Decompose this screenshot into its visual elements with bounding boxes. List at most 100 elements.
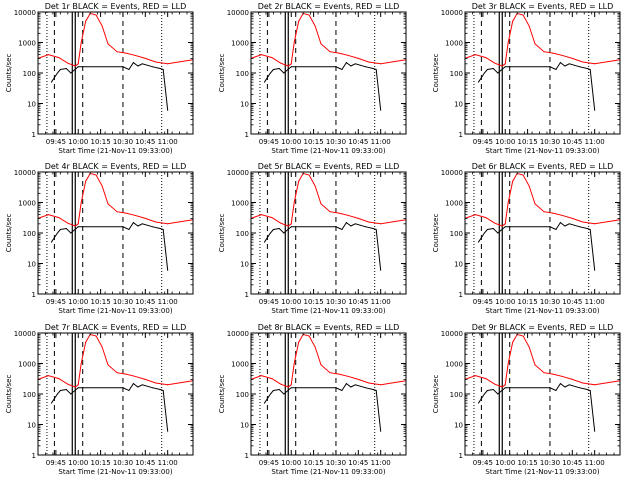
data-point-lld bbox=[80, 202, 82, 203]
data-point-events bbox=[272, 69, 274, 71]
panel-title: Det 1r BLACK = Events, RED = LLD bbox=[45, 2, 187, 11]
data-point-events bbox=[278, 389, 280, 391]
data-point-lld bbox=[80, 42, 82, 43]
data-point-events bbox=[132, 383, 134, 385]
data-point-events bbox=[159, 228, 161, 230]
y-tick-label: 1 bbox=[459, 452, 463, 460]
x-tick-label: 09:45 bbox=[259, 298, 279, 306]
data-point-lld bbox=[552, 212, 554, 214]
data-point-lld bbox=[320, 43, 322, 45]
panel-det-6: Det 6r BLACK = Events, RED = LLD 1 10 100 10… bbox=[432, 162, 621, 315]
data-point-lld bbox=[293, 42, 295, 43]
y-tick-label: 10 bbox=[454, 261, 463, 269]
data-point-events bbox=[549, 226, 551, 228]
x-tick-label: 10:30 bbox=[540, 298, 560, 306]
x-axis-label: Start Time (21-Nov-11 09:33:00) bbox=[485, 468, 599, 476]
data-point-lld bbox=[95, 335, 97, 337]
data-point-events bbox=[380, 269, 382, 271]
data-point-lld bbox=[260, 214, 262, 216]
data-point-events bbox=[380, 109, 382, 111]
x-tick-label: 10:45 bbox=[348, 298, 368, 306]
data-point-lld bbox=[528, 185, 530, 187]
data-point-lld bbox=[395, 220, 397, 222]
data-point-lld bbox=[552, 373, 554, 375]
series-line-events bbox=[477, 61, 596, 111]
data-point-lld bbox=[77, 223, 79, 225]
data-point-lld bbox=[134, 375, 136, 377]
x-tick-label: 11:00 bbox=[371, 298, 391, 306]
data-point-events bbox=[50, 402, 52, 404]
data-point-events bbox=[589, 69, 591, 71]
data-point-events bbox=[50, 81, 52, 83]
data-point-lld bbox=[561, 54, 563, 56]
data-point-lld bbox=[74, 225, 76, 227]
data-point-events bbox=[283, 393, 285, 395]
y-axis-label: Counts/sec bbox=[218, 54, 226, 93]
data-point-events bbox=[70, 393, 72, 395]
data-point-events bbox=[335, 66, 337, 68]
data-point-events bbox=[290, 387, 292, 389]
x-tick-label: 10:00 bbox=[495, 298, 515, 306]
data-point-events bbox=[559, 222, 561, 224]
data-point-lld bbox=[561, 375, 563, 377]
x-axis-label: Start Time (21-Nov-11 09:33:00) bbox=[485, 147, 599, 155]
data-point-lld bbox=[280, 383, 282, 385]
x-axis-label: Start Time (21-Nov-11 09:33:00) bbox=[271, 307, 385, 315]
series-line-lld bbox=[250, 333, 407, 388]
x-tick-label: 10:30 bbox=[113, 298, 133, 306]
data-point-lld bbox=[485, 57, 487, 59]
x-tick-label: 09:45 bbox=[473, 298, 493, 306]
y-tick-label: 1000 bbox=[231, 40, 249, 48]
data-point-events bbox=[56, 393, 58, 395]
data-point-events bbox=[483, 232, 485, 234]
y-tick-label: 10000 bbox=[441, 330, 463, 338]
panel-title: Det 2r BLACK = Events, RED = LLD bbox=[258, 2, 400, 11]
data-point-lld bbox=[543, 51, 545, 53]
y-tick-label: 10000 bbox=[441, 169, 463, 177]
x-tick-label: 10:45 bbox=[135, 138, 155, 146]
data-point-lld bbox=[107, 364, 109, 366]
x-tick-label: 10:45 bbox=[348, 138, 368, 146]
data-point-events bbox=[486, 390, 488, 392]
x-tick-label: 09:45 bbox=[259, 138, 279, 146]
data-point-events bbox=[483, 72, 485, 74]
x-tick-label: 10:15 bbox=[518, 459, 538, 467]
data-point-events bbox=[128, 390, 130, 392]
data-point-events bbox=[77, 66, 79, 68]
data-point-lld bbox=[67, 222, 69, 224]
x-tick-label: 10:45 bbox=[135, 459, 155, 467]
data-point-events bbox=[59, 69, 61, 71]
x-tick-label: 09:45 bbox=[259, 459, 279, 467]
data-point-events bbox=[122, 226, 124, 228]
data-point-lld bbox=[329, 211, 331, 213]
data-point-lld bbox=[182, 220, 184, 222]
data-point-lld bbox=[609, 220, 611, 222]
data-point-lld bbox=[594, 384, 596, 386]
data-point-lld bbox=[134, 214, 136, 216]
x-tick-label: 10:15 bbox=[91, 138, 111, 146]
y-tick-label: 100 bbox=[23, 391, 36, 399]
data-point-events bbox=[141, 223, 143, 225]
data-point-lld bbox=[561, 214, 563, 216]
x-axis-label: Start Time (21-Nov-11 09:33:00) bbox=[271, 468, 385, 476]
x-tick-label: 10:30 bbox=[326, 459, 346, 467]
y-tick-label: 10000 bbox=[227, 169, 249, 177]
data-point-events bbox=[375, 69, 377, 71]
data-point-lld bbox=[594, 63, 596, 65]
data-point-lld bbox=[155, 221, 157, 223]
x-tick-label: 10:00 bbox=[281, 138, 301, 146]
data-point-events bbox=[269, 393, 271, 395]
data-point-events bbox=[335, 226, 337, 228]
x-tick-label: 09:45 bbox=[473, 138, 493, 146]
data-point-lld bbox=[74, 386, 76, 388]
y-tick-label: 10 bbox=[27, 422, 36, 430]
x-tick-label: 11:00 bbox=[158, 138, 178, 146]
data-point-lld bbox=[167, 384, 169, 386]
data-point-lld bbox=[507, 202, 509, 203]
data-point-events bbox=[504, 226, 506, 228]
data-point-lld bbox=[609, 60, 611, 62]
data-point-lld bbox=[338, 52, 340, 54]
data-point-events bbox=[70, 232, 72, 234]
data-point-lld bbox=[522, 174, 524, 176]
data-point-lld bbox=[609, 381, 611, 383]
